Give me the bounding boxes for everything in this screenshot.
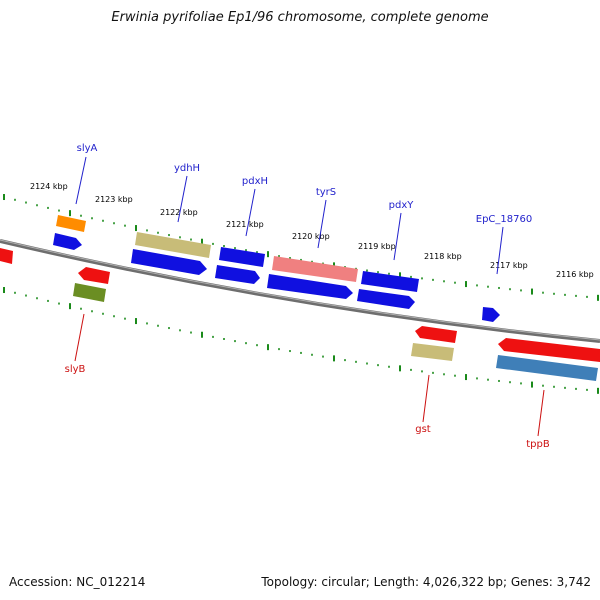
leader-gst bbox=[422, 374, 430, 423]
kbp-label-2119: 2119 kbp bbox=[358, 242, 396, 251]
gene-label-slyA: slyA bbox=[77, 143, 98, 154]
leader-tyrS bbox=[317, 199, 327, 249]
genes-forward-inner bbox=[0, 233, 500, 322]
gene-steelblue-tppB[interactable] bbox=[496, 355, 598, 381]
label-leaders bbox=[74, 156, 545, 437]
gene-blue-pdxY[interactable] bbox=[361, 271, 419, 292]
gene-blue-tyrS-inner[interactable] bbox=[267, 274, 353, 299]
leader-slyA bbox=[75, 156, 87, 205]
gene-khaki-ydhH[interactable] bbox=[135, 232, 211, 258]
gene-red-slyB-left[interactable] bbox=[78, 267, 110, 284]
gene-label-gst: gst bbox=[415, 424, 431, 435]
leader-ydhH bbox=[177, 175, 188, 223]
leader-pdxY bbox=[393, 212, 402, 261]
gene-blue-ydhH-inner[interactable] bbox=[131, 249, 207, 275]
gene-red-gst[interactable] bbox=[415, 326, 457, 343]
genome-summary: Topology: circular; Length: 4,026,322 bp… bbox=[261, 575, 591, 589]
gene-blue-pdxH[interactable] bbox=[219, 247, 265, 267]
gene-olive-slyB[interactable] bbox=[73, 283, 106, 302]
kbp-label-2124: 2124 kbp bbox=[30, 182, 68, 191]
gene-label-pdxH: pdxH bbox=[242, 176, 268, 187]
genes-reverse bbox=[73, 267, 600, 381]
kbp-label-2116: 2116 kbp bbox=[556, 270, 594, 279]
gene-label-tyrS: tyrS bbox=[316, 187, 336, 198]
leader-EpC bbox=[496, 226, 504, 275]
gene-red-left[interactable] bbox=[0, 248, 13, 264]
gene-blue-pdxH-inner[interactable] bbox=[215, 265, 260, 284]
gene-label-EpC: EpC_18760 bbox=[476, 214, 532, 225]
gene-pink-tyrS[interactable] bbox=[272, 256, 358, 282]
kbp-label-2118: 2118 kbp bbox=[424, 252, 462, 261]
gene-blue-EpC[interactable] bbox=[482, 307, 500, 322]
gene-blue-slyA[interactable] bbox=[53, 233, 82, 250]
genes-forward bbox=[56, 215, 419, 292]
gene-labels: slyA ydhH pdxH tyrS pdxY EpC_18760 slyB … bbox=[65, 143, 550, 450]
leader-pdxH bbox=[245, 188, 256, 237]
kbp-labels: 2124 kbp 2123 kbp 2122 kbp 2121 kbp 2120… bbox=[30, 182, 594, 279]
kbp-label-2117: 2117 kbp bbox=[490, 261, 528, 270]
gene-orange[interactable] bbox=[56, 215, 86, 232]
tick-rows bbox=[3, 194, 599, 394]
gene-red-tppB[interactable] bbox=[498, 338, 600, 362]
gene-label-slyB: slyB bbox=[65, 364, 86, 375]
map-title: Erwinia pyrifoliae Ep1/96 chromosome, co… bbox=[111, 10, 489, 25]
gene-label-pdxY: pdxY bbox=[389, 200, 415, 211]
genome-backbone bbox=[0, 239, 600, 343]
gene-blue-pdxY-inner[interactable] bbox=[357, 289, 415, 309]
kbp-label-2123: 2123 kbp bbox=[95, 195, 133, 204]
kbp-label-2122: 2122 kbp bbox=[160, 208, 198, 217]
gene-label-tppB: tppB bbox=[526, 439, 550, 450]
kbp-label-2120: 2120 kbp bbox=[292, 232, 330, 241]
kbp-label-2121: 2121 kbp bbox=[226, 220, 264, 229]
genome-backbone-highlight bbox=[0, 239, 600, 341]
leader-tppB bbox=[537, 389, 545, 437]
leader-slyB bbox=[74, 313, 85, 362]
gene-label-ydhH: ydhH bbox=[174, 163, 200, 174]
accession-label: Accession: NC_012214 bbox=[9, 575, 146, 589]
gene-khaki-gst[interactable] bbox=[411, 343, 454, 361]
